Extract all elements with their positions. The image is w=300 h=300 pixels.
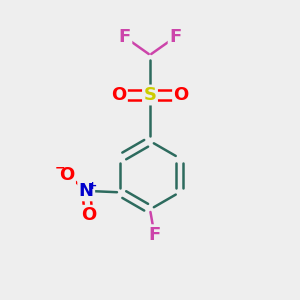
Text: O: O [81,206,96,224]
Text: F: F [148,226,160,244]
Text: −: − [55,161,65,175]
Text: F: F [118,28,131,46]
Text: N: N [79,182,94,200]
Text: O: O [174,86,189,104]
Text: O: O [111,86,126,104]
Text: F: F [169,28,182,46]
Text: S: S [143,86,157,104]
Text: +: + [88,181,97,190]
Text: O: O [59,166,74,184]
